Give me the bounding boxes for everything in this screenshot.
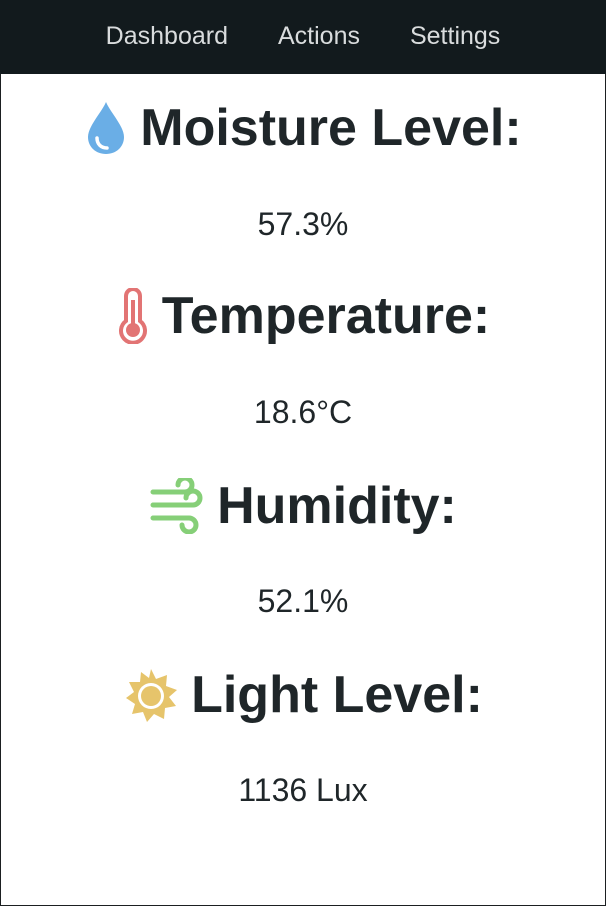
nav-actions[interactable]: Actions — [277, 21, 360, 50]
temperature-heading: Temperature: — [0, 286, 606, 346]
sun-icon — [123, 667, 179, 723]
humidity-heading: Humidity: — [0, 476, 606, 536]
humidity-label: Humidity: — [217, 477, 457, 535]
temperature-label: Temperature: — [161, 287, 491, 345]
moisture-heading: Moisture Level: — [0, 98, 606, 158]
humidity-value: 52.1% — [257, 583, 349, 619]
moisture-value: 57.3% — [257, 206, 349, 242]
nav-settings[interactable]: Settings — [409, 21, 501, 50]
moisture-section: Moisture Level: — [0, 98, 606, 158]
nav-dashboard[interactable]: Dashboard — [105, 21, 228, 50]
light-section: Light Level: — [0, 665, 606, 725]
water-drop-icon — [84, 100, 128, 156]
humidity-section: Humidity: — [0, 476, 606, 536]
light-label: Light Level: — [191, 666, 483, 724]
light-value: 1136 Lux — [238, 772, 368, 808]
light-heading: Light Level: — [0, 665, 606, 725]
temperature-section: Temperature: — [0, 286, 606, 346]
thermometer-icon — [116, 288, 150, 344]
moisture-label: Moisture Level: — [140, 99, 522, 157]
wind-icon — [149, 478, 205, 534]
temperature-value: 18.6°C — [253, 394, 353, 430]
top-navbar: Dashboard Actions Settings — [0, 0, 606, 74]
